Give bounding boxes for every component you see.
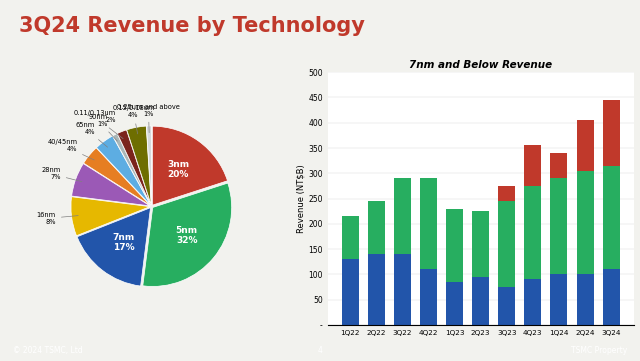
Text: 90nm
1%: 90nm 1%	[88, 114, 117, 141]
Text: 5nm
32%: 5nm 32%	[176, 226, 198, 245]
Y-axis label: Revenue (NT$B): Revenue (NT$B)	[296, 164, 305, 233]
Bar	[394, 254, 411, 325]
Bar	[472, 277, 489, 325]
Text: 65nm
4%: 65nm 4%	[76, 122, 108, 147]
Wedge shape	[71, 197, 150, 236]
Bar	[524, 145, 541, 186]
Text: 40/45nm
4%: 40/45nm 4%	[47, 139, 94, 160]
Wedge shape	[113, 134, 151, 205]
Wedge shape	[127, 126, 151, 205]
Wedge shape	[143, 183, 232, 286]
Text: 3Q24 Revenue by Technology: 3Q24 Revenue by Technology	[19, 16, 365, 36]
Bar	[394, 178, 411, 254]
Bar	[446, 282, 463, 325]
Bar	[367, 201, 385, 254]
Bar	[603, 100, 620, 166]
Text: 28nm
7%: 28nm 7%	[42, 167, 82, 182]
Text: 4: 4	[317, 346, 323, 355]
Bar	[603, 269, 620, 325]
Bar	[367, 254, 385, 325]
Bar	[550, 274, 568, 325]
Bar	[524, 186, 541, 279]
Text: 3nm
20%: 3nm 20%	[167, 160, 189, 179]
Bar	[577, 120, 593, 171]
Text: 7nm
17%: 7nm 17%	[112, 233, 134, 252]
Wedge shape	[147, 126, 152, 205]
Wedge shape	[97, 136, 150, 205]
Bar	[342, 259, 358, 325]
Bar	[446, 209, 463, 282]
Bar	[420, 269, 437, 325]
Wedge shape	[72, 164, 150, 206]
Text: TSMC Property: TSMC Property	[571, 346, 627, 355]
Text: 16nm
8%: 16nm 8%	[36, 212, 78, 225]
Bar	[499, 287, 515, 325]
Bar	[603, 166, 620, 269]
Bar	[577, 171, 593, 274]
Bar	[499, 201, 515, 287]
Text: 0.15/0.18um
4%: 0.15/0.18um 4%	[112, 105, 155, 134]
Text: 0.11/0.13um
2%: 0.11/0.13um 2%	[74, 110, 123, 139]
Bar	[472, 211, 489, 277]
Bar	[342, 216, 358, 259]
Wedge shape	[84, 148, 150, 205]
Wedge shape	[77, 208, 150, 286]
Bar	[550, 178, 568, 274]
Wedge shape	[117, 130, 151, 205]
Wedge shape	[152, 126, 227, 205]
Bar	[524, 279, 541, 325]
Text: 0.25um and above
1%: 0.25um and above 1%	[117, 104, 180, 132]
Text: © 2024 TSMC, Ltd: © 2024 TSMC, Ltd	[13, 346, 83, 355]
Bar	[550, 153, 568, 178]
Title: 7nm and Below Revenue: 7nm and Below Revenue	[409, 60, 552, 70]
Bar	[420, 178, 437, 269]
Bar	[577, 274, 593, 325]
Bar	[499, 186, 515, 201]
